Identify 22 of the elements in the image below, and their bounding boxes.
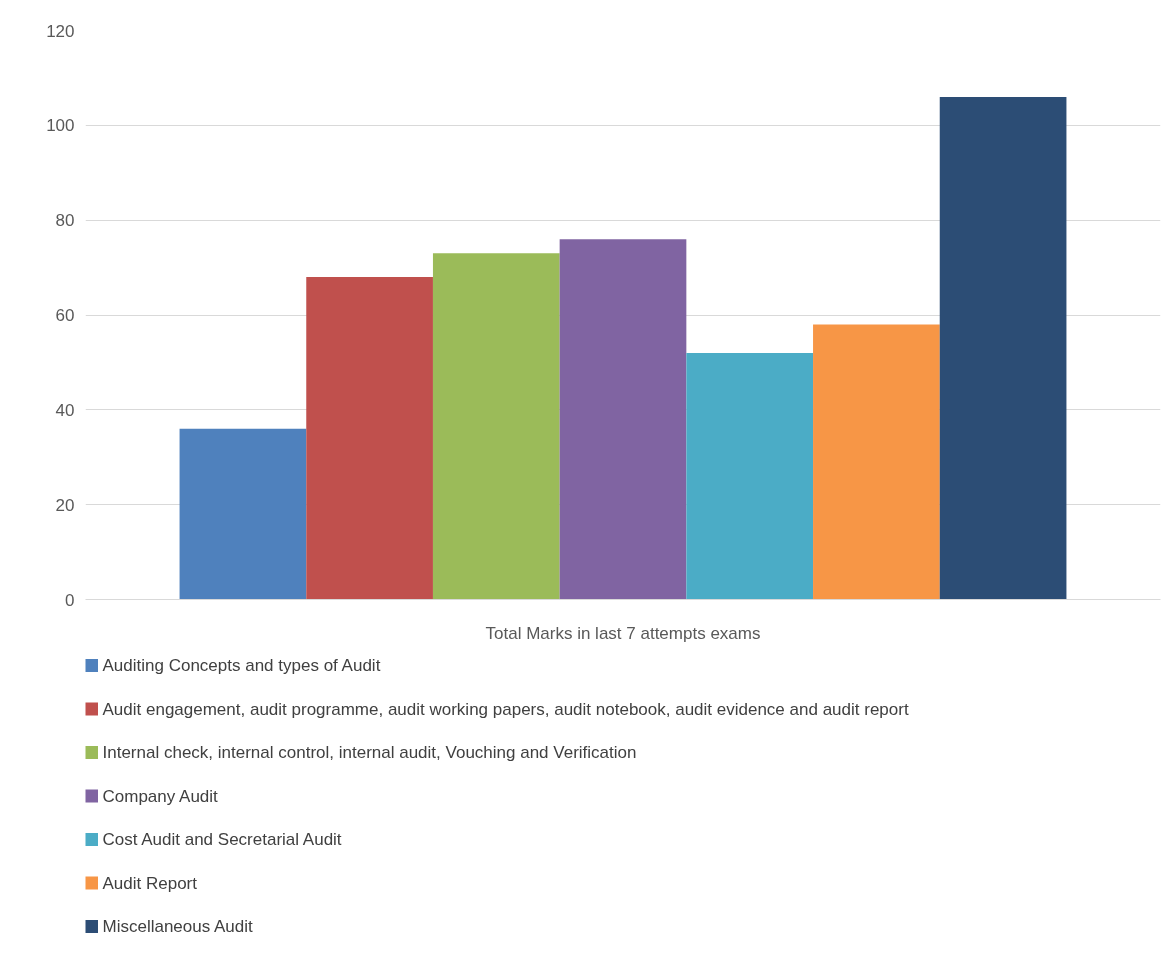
y-tick-label: 100: [46, 116, 75, 136]
legend-label: Miscellaneous Audit: [102, 917, 254, 936]
y-tick-label: 40: [55, 400, 75, 420]
x-tick-label: Total Marks in last 7 attempts exams: [485, 623, 761, 643]
y-tick-label: 120: [46, 21, 75, 41]
legend-label: Cost Audit and Secretarial Audit: [102, 830, 342, 849]
y-tick-label: 80: [55, 211, 75, 231]
bar: [813, 324, 940, 600]
y-tick-label: 0: [65, 590, 75, 610]
legend-label: Auditing Concepts and types of Audit: [102, 656, 381, 675]
bar: [432, 253, 560, 600]
y-tick-label: 20: [55, 495, 75, 515]
bar: [306, 277, 433, 600]
legend-label: Internal check, internal control, internal audit, Vouching and Verification: [102, 743, 637, 762]
legend-label: Audit Report: [102, 873, 198, 893]
bar: [686, 352, 814, 600]
legend-label: Audit engagement, audit programme, audit working papers, audit notebook, audit evidence and audit report: [102, 699, 909, 719]
legend-label: Company Audit: [102, 786, 219, 806]
bar: [559, 239, 687, 600]
bar: [179, 428, 307, 600]
bar: [939, 96, 1067, 600]
y-tick-label: 60: [55, 306, 75, 325]
